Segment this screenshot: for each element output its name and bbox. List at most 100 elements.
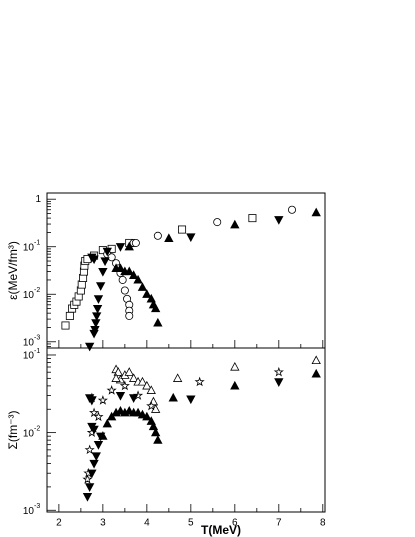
marker: [128, 394, 139, 403]
y-tick-label: 1: [35, 194, 41, 205]
marker: [77, 280, 86, 289]
x-tick-label: 3: [100, 518, 106, 529]
y-tick-label: 10: [23, 351, 35, 362]
marker: [274, 216, 284, 225]
marker: [248, 214, 257, 223]
marker: [91, 452, 101, 462]
marker: [137, 409, 148, 419]
y-tick-exponent: -3: [34, 503, 40, 510]
marker: [98, 431, 108, 440]
y-tick-label: 10: [23, 428, 35, 439]
marker: [311, 207, 321, 217]
marker: [288, 205, 297, 214]
marker: [148, 421, 159, 431]
x-tick-label: 7: [276, 518, 282, 529]
marker: [111, 373, 121, 382]
marker: [150, 427, 161, 437]
marker: [95, 282, 106, 291]
marker: [89, 425, 99, 435]
marker: [178, 225, 187, 234]
marker: [82, 492, 93, 502]
marker: [102, 418, 112, 428]
marker: [107, 253, 116, 262]
marker: [124, 367, 134, 376]
marker: [89, 459, 99, 469]
marker: [93, 441, 104, 450]
marker: [164, 233, 174, 242]
marker: [186, 395, 196, 405]
marker: [92, 312, 102, 321]
marker: [88, 407, 100, 418]
marker: [146, 385, 156, 394]
marker: [102, 247, 112, 257]
marker: [93, 295, 104, 304]
x-tick-label: 6: [232, 518, 238, 529]
marker: [194, 376, 205, 387]
marker: [65, 311, 74, 320]
marker: [125, 311, 134, 320]
y-tick-label: 10: [23, 337, 35, 348]
y-tick-exponent: -3: [34, 335, 40, 342]
marker: [230, 380, 240, 390]
marker: [115, 263, 126, 272]
marker: [213, 218, 222, 227]
marker: [142, 380, 152, 390]
marker: [87, 469, 97, 479]
marker: [124, 241, 134, 251]
marker: [128, 270, 139, 279]
y-tick-exponent: -1: [34, 240, 40, 247]
marker: [93, 411, 104, 422]
marker: [118, 275, 127, 284]
marker: [124, 266, 134, 276]
x-tick-label: 2: [56, 518, 62, 529]
y-tick-exponent: -1: [34, 348, 40, 355]
marker: [273, 366, 284, 377]
marker: [132, 390, 144, 400]
marker: [186, 233, 196, 243]
plot-frame: [46, 347, 326, 513]
marker: [153, 317, 163, 327]
y-tick-label: 10: [23, 242, 35, 253]
marker: [146, 400, 157, 411]
y-tick-label: 10: [23, 290, 35, 301]
y-tick-exponent: -2: [34, 287, 40, 294]
x-tick-label: 4: [144, 518, 150, 529]
marker: [106, 385, 117, 395]
marker: [150, 303, 161, 313]
marker: [84, 444, 95, 455]
marker: [153, 231, 162, 240]
marker: [100, 257, 110, 267]
marker: [61, 321, 70, 330]
marker: [230, 361, 240, 371]
marker: [137, 282, 148, 291]
marker: [84, 342, 95, 352]
y-axis-title: ε(MeV/fm³): [6, 241, 20, 300]
marker: [274, 378, 284, 387]
x-tick-label: 8: [320, 518, 326, 529]
marker: [153, 435, 163, 444]
marker: [128, 373, 139, 382]
x-axis-title: T(MeV): [201, 523, 241, 537]
marker: [98, 267, 108, 277]
marker: [119, 380, 130, 391]
marker: [120, 286, 129, 295]
marker: [84, 483, 95, 492]
marker: [87, 396, 97, 406]
marker: [92, 304, 103, 314]
marker: [133, 274, 143, 284]
marker: [91, 319, 101, 328]
marker: [311, 355, 321, 365]
marker: [113, 367, 123, 376]
marker: [142, 411, 152, 421]
x-tick-label: 5: [188, 518, 194, 529]
marker: [82, 474, 93, 484]
y-axis-title: Σ(fm⁻³): [6, 410, 20, 449]
marker: [87, 253, 97, 263]
marker: [131, 238, 140, 247]
marker: [97, 395, 108, 405]
marker: [115, 391, 126, 401]
marker: [230, 219, 240, 229]
marker: [137, 376, 148, 386]
marker: [172, 373, 183, 382]
